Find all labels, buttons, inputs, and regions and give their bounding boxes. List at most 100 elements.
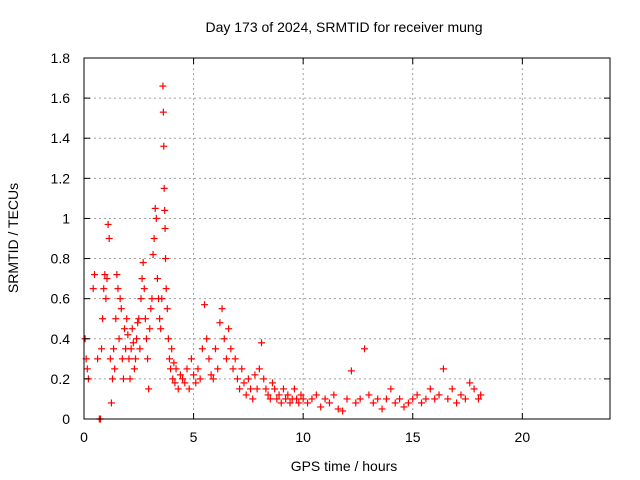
data-point [207,371,215,379]
data-point [216,319,224,327]
data-point [247,385,255,393]
data-point [157,325,165,333]
data-point [125,355,133,363]
data-point [91,271,99,279]
data-point [162,285,170,293]
data-point [140,285,148,293]
data-point [477,391,485,399]
data-point [470,385,478,393]
data-point [422,395,430,403]
data-point [130,365,138,373]
data-point [162,255,170,263]
data-point [299,395,307,403]
data-point [172,365,180,373]
y-tick-label: 1.8 [51,50,71,66]
data-point [391,399,399,407]
data-point [396,395,404,403]
data-point [187,355,195,363]
data-point [334,405,342,413]
data-point [297,391,305,399]
data-point [127,345,135,353]
data-point [222,355,230,363]
data-point [444,395,452,403]
data-point [382,395,390,403]
data-point [118,355,126,363]
x-tick-label: 10 [295,429,311,445]
data-point [100,285,108,293]
y-tick-label: 1.2 [51,170,71,186]
data-point [205,355,213,363]
y-tick-label: 0.2 [51,371,71,387]
data-point [144,355,152,363]
data-point [111,365,119,373]
data-point [238,365,246,373]
data-point [115,335,123,343]
data-point [145,385,153,393]
y-tick-label: 1.6 [51,90,71,106]
data-point [435,391,443,399]
data-point [142,335,150,343]
x-tick-label: 0 [80,429,88,445]
y-tick-label: 0.4 [51,331,71,347]
data-point [271,385,279,393]
data-point [418,399,426,407]
data-point [404,399,412,407]
data-point [244,375,252,383]
data-point [160,142,168,150]
data-point [153,275,161,283]
data-point [273,395,281,403]
data-point [426,385,434,393]
data-point [242,391,250,399]
data-point [161,206,169,214]
data-point [369,399,377,407]
data-point [110,345,118,353]
data-point [431,395,439,403]
y-tick-label: 0 [62,411,70,427]
data-point [164,335,172,343]
data-point [146,325,154,333]
data-point [339,407,347,415]
y-axis-label: SRMTID / TECUs [5,183,21,293]
data-point [413,391,421,399]
data-point [249,395,257,403]
data-point [168,345,176,353]
data-point [161,224,169,232]
data-point [156,315,164,323]
data-point [112,315,120,323]
data-point [152,214,160,222]
x-tick-label: 15 [405,429,421,445]
data-point [253,385,261,393]
data-point [126,375,134,383]
data-point [361,345,369,353]
axis-ticks [83,57,610,420]
data-point [352,399,360,407]
data-points [81,82,485,423]
data-point [151,204,159,212]
data-point [159,108,167,116]
data-point [170,359,178,367]
data-point [192,379,200,387]
data-point [260,375,268,383]
data-point [181,379,189,387]
data-point [129,339,137,347]
data-point [132,355,140,363]
data-point [356,395,364,403]
data-point [229,365,237,373]
data-point [149,251,157,259]
data-point [138,275,146,283]
plot-frame [83,57,611,420]
data-point [171,379,179,387]
y-tick-label: 1 [62,210,70,226]
data-point [107,399,115,407]
data-point [236,385,244,393]
data-point [277,399,285,407]
data-point [321,395,329,403]
data-point [343,395,351,403]
data-point [119,375,127,383]
data-point [374,395,382,403]
data-point [179,375,187,383]
data-point [174,385,182,393]
data-point [165,355,173,363]
data-point [117,305,125,313]
data-point [133,335,141,343]
